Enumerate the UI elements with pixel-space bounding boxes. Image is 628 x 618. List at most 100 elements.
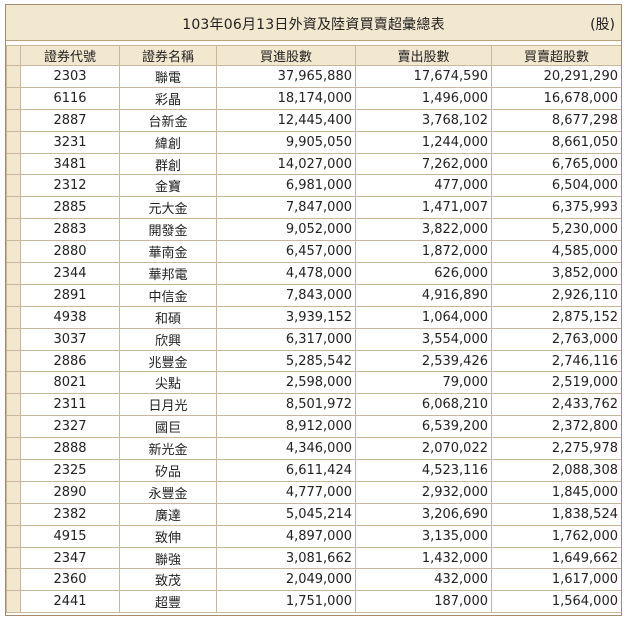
cell-name: 聯強 (119, 546, 217, 570)
table-row: 2344 華邦電 4,478,000 626,000 3,852,000 (6, 262, 621, 285)
cell-net: 1,564,000 (491, 590, 621, 614)
header-name: 證券名稱 (119, 45, 217, 66)
cell-sell: 3,768,102 (355, 108, 492, 132)
cell-code: 2887 (20, 108, 120, 132)
cell-net: 2,746,116 (491, 349, 621, 373)
cell-buy: 6,611,424 (216, 459, 356, 482)
title-bar: 103年06月13日外資及陸資買賣超彙總表 (股) (6, 5, 621, 41)
cell-sell: 1,064,000 (355, 305, 492, 329)
table-row: 6116 彩晶 18,174,000 1,496,000 16,678,000 (6, 86, 621, 110)
table-row: 2303 聯電 37,965,880 17,674,590 20,291,290 (6, 65, 621, 88)
header-net: 買賣超股數 (491, 45, 621, 66)
row-gutter (6, 459, 21, 482)
cell-sell: 1,471,007 (355, 196, 492, 220)
row-gutter (6, 590, 21, 614)
cell-buy: 4,346,000 (216, 437, 356, 461)
cell-name: 超豐 (119, 590, 217, 614)
cell-net: 20,291,290 (491, 65, 621, 88)
table-row: 2441 超豐 1,751,000 187,000 1,564,000 (6, 590, 621, 614)
cell-sell: 4,916,890 (355, 283, 492, 307)
cell-name: 新光金 (119, 437, 217, 461)
cell-buy: 4,478,000 (216, 262, 356, 285)
cell-buy: 2,049,000 (216, 568, 356, 592)
row-gutter (6, 86, 21, 110)
cell-sell: 1,432,000 (355, 546, 492, 570)
cell-net: 8,661,050 (491, 130, 621, 154)
row-gutter (6, 305, 21, 329)
unit-label: (股) (590, 17, 615, 33)
cell-buy: 9,052,000 (216, 218, 356, 242)
table-row: 2887 台新金 12,445,400 3,768,102 8,677,298 (6, 108, 621, 132)
cell-buy: 5,045,214 (216, 502, 356, 526)
cell-buy: 6,317,000 (216, 327, 356, 351)
cell-sell: 432,000 (355, 568, 492, 592)
cell-sell: 79,000 (355, 371, 492, 395)
cell-code: 2303 (20, 65, 120, 88)
cell-name: 和碩 (119, 305, 217, 329)
cell-buy: 12,445,400 (216, 108, 356, 132)
cell-code: 2360 (20, 568, 120, 592)
table-row: 4938 和碩 3,939,152 1,064,000 2,875,152 (6, 305, 621, 329)
row-gutter (6, 65, 21, 88)
cell-buy: 37,965,880 (216, 65, 356, 88)
cell-code: 3037 (20, 327, 120, 351)
cell-sell: 3,822,000 (355, 218, 492, 242)
row-gutter (6, 568, 21, 592)
header-sell: 賣出股數 (355, 45, 492, 66)
cell-code: 2327 (20, 415, 120, 439)
cell-name: 兆豐金 (119, 349, 217, 373)
cell-sell: 1,496,000 (355, 86, 492, 110)
cell-sell: 6,539,200 (355, 415, 492, 439)
cell-name: 日月光 (119, 393, 217, 417)
report-panel: 103年06月13日外資及陸資買賣超彙總表 (股) 證券代號 證券名稱 買進股數… (5, 4, 622, 616)
cell-sell: 3,206,690 (355, 502, 492, 526)
cell-net: 2,926,110 (491, 283, 621, 307)
cell-name: 國巨 (119, 415, 217, 439)
cell-sell: 4,523,116 (355, 459, 492, 482)
cell-net: 2,763,000 (491, 327, 621, 351)
row-gutter (6, 130, 21, 154)
cell-code: 2885 (20, 196, 120, 220)
row-gutter (6, 152, 21, 176)
table-row: 2888 新光金 4,346,000 2,070,022 2,275,978 (6, 437, 621, 461)
cell-net: 1,649,662 (491, 546, 621, 570)
row-gutter (6, 108, 21, 132)
table-row: 2325 矽品 6,611,424 4,523,116 2,088,308 (6, 459, 621, 482)
cell-net: 5,230,000 (491, 218, 621, 242)
cell-code: 2880 (20, 240, 120, 264)
row-gutter (6, 174, 21, 198)
cell-buy: 6,981,000 (216, 174, 356, 198)
table-row: 3481 群創 14,027,000 7,262,000 6,765,000 (6, 152, 621, 176)
header-buy: 買進股數 (216, 45, 356, 66)
cell-sell: 3,554,000 (355, 327, 492, 351)
cell-sell: 1,244,000 (355, 130, 492, 154)
cell-name: 緯創 (119, 130, 217, 154)
cell-buy: 3,081,662 (216, 546, 356, 570)
row-gutter (6, 393, 21, 417)
cell-code: 8021 (20, 371, 120, 395)
cell-net: 2,875,152 (491, 305, 621, 329)
row-gutter (6, 480, 21, 504)
cell-name: 彩晶 (119, 86, 217, 110)
cell-sell: 2,932,000 (355, 480, 492, 504)
cell-name: 致伸 (119, 524, 217, 548)
cell-net: 6,375,993 (491, 196, 621, 220)
cell-buy: 8,912,000 (216, 415, 356, 439)
row-gutter (6, 283, 21, 307)
cell-sell: 187,000 (355, 590, 492, 614)
cell-code: 2325 (20, 459, 120, 482)
cell-net: 2,275,978 (491, 437, 621, 461)
cell-net: 2,372,800 (491, 415, 621, 439)
cell-buy: 5,285,542 (216, 349, 356, 373)
cell-sell: 3,135,000 (355, 524, 492, 548)
cell-code: 3231 (20, 130, 120, 154)
table-row: 2883 開發金 9,052,000 3,822,000 5,230,000 (6, 218, 621, 242)
row-gutter (6, 349, 21, 373)
cell-buy: 18,174,000 (216, 86, 356, 110)
table-header-row: 證券代號 證券名稱 買進股數 賣出股數 買賣超股數 (6, 45, 621, 66)
cell-buy: 4,897,000 (216, 524, 356, 548)
cell-net: 1,762,000 (491, 524, 621, 548)
cell-name: 開發金 (119, 218, 217, 242)
cell-code: 2888 (20, 437, 120, 461)
row-gutter (6, 371, 21, 395)
